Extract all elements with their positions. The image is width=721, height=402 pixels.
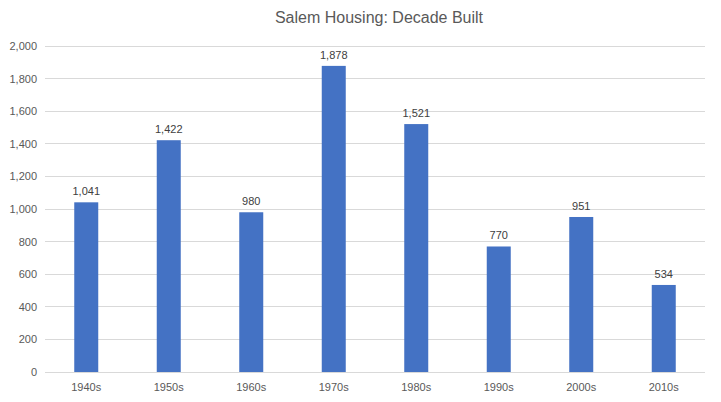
data-label: 1,521 — [402, 107, 430, 119]
grid-line — [45, 339, 705, 340]
y-tick-label: 1,000 — [9, 203, 37, 215]
bar — [487, 246, 511, 372]
grid-line — [45, 176, 705, 177]
chart-title: Salem Housing: Decade Built — [275, 9, 484, 26]
y-tick-label: 800 — [19, 236, 37, 248]
x-axis-line — [45, 372, 705, 373]
x-tick-label: 1990s — [484, 381, 514, 393]
y-tick-label: 1,800 — [9, 73, 37, 85]
y-tick-label: 400 — [19, 301, 37, 313]
y-tick-label: 0 — [31, 366, 37, 378]
data-label: 951 — [572, 200, 590, 212]
bar — [404, 124, 428, 372]
data-label: 1,878 — [320, 49, 348, 61]
grid-line — [45, 241, 705, 242]
data-label: 770 — [490, 229, 508, 241]
y-tick-label: 600 — [19, 268, 37, 280]
y-tick-label: 1,200 — [9, 170, 37, 182]
x-tick-label: 2000s — [566, 381, 596, 393]
bars — [74, 66, 676, 372]
grid-line — [45, 372, 705, 373]
data-label: 1,422 — [155, 123, 183, 135]
grid-line — [45, 143, 705, 144]
grid-line — [45, 111, 705, 112]
bar — [569, 217, 593, 372]
grid-line — [45, 78, 705, 79]
bar — [652, 285, 676, 372]
grid-line — [45, 274, 705, 275]
x-tick-label: 2010s — [649, 381, 679, 393]
x-tick-label: 1970s — [319, 381, 349, 393]
chart-svg: Salem Housing: Decade Built 0 200 400 600 800… — [0, 0, 721, 402]
y-tick-label: 200 — [19, 333, 37, 345]
data-label: 534 — [655, 268, 673, 280]
grid — [45, 46, 705, 372]
data-label: 980 — [242, 195, 260, 207]
x-tick-label: 1940s — [71, 381, 101, 393]
bar — [157, 140, 181, 372]
bar — [322, 66, 346, 372]
y-tick-label: 1,400 — [9, 138, 37, 150]
data-label: 1,041 — [72, 185, 100, 197]
grid-line — [45, 306, 705, 307]
y-tick-label: 1,600 — [9, 105, 37, 117]
grid-line — [45, 46, 705, 47]
x-tick-label: 1950s — [154, 381, 184, 393]
grid-line — [45, 209, 705, 210]
x-tick-label: 1960s — [236, 381, 266, 393]
x-tick-label: 1980s — [401, 381, 431, 393]
bar — [74, 202, 98, 372]
chart-container: Salem Housing: Decade Built 0 200 400 600 800… — [0, 0, 721, 402]
bar — [239, 212, 263, 372]
y-tick-label: 2,000 — [9, 40, 37, 52]
